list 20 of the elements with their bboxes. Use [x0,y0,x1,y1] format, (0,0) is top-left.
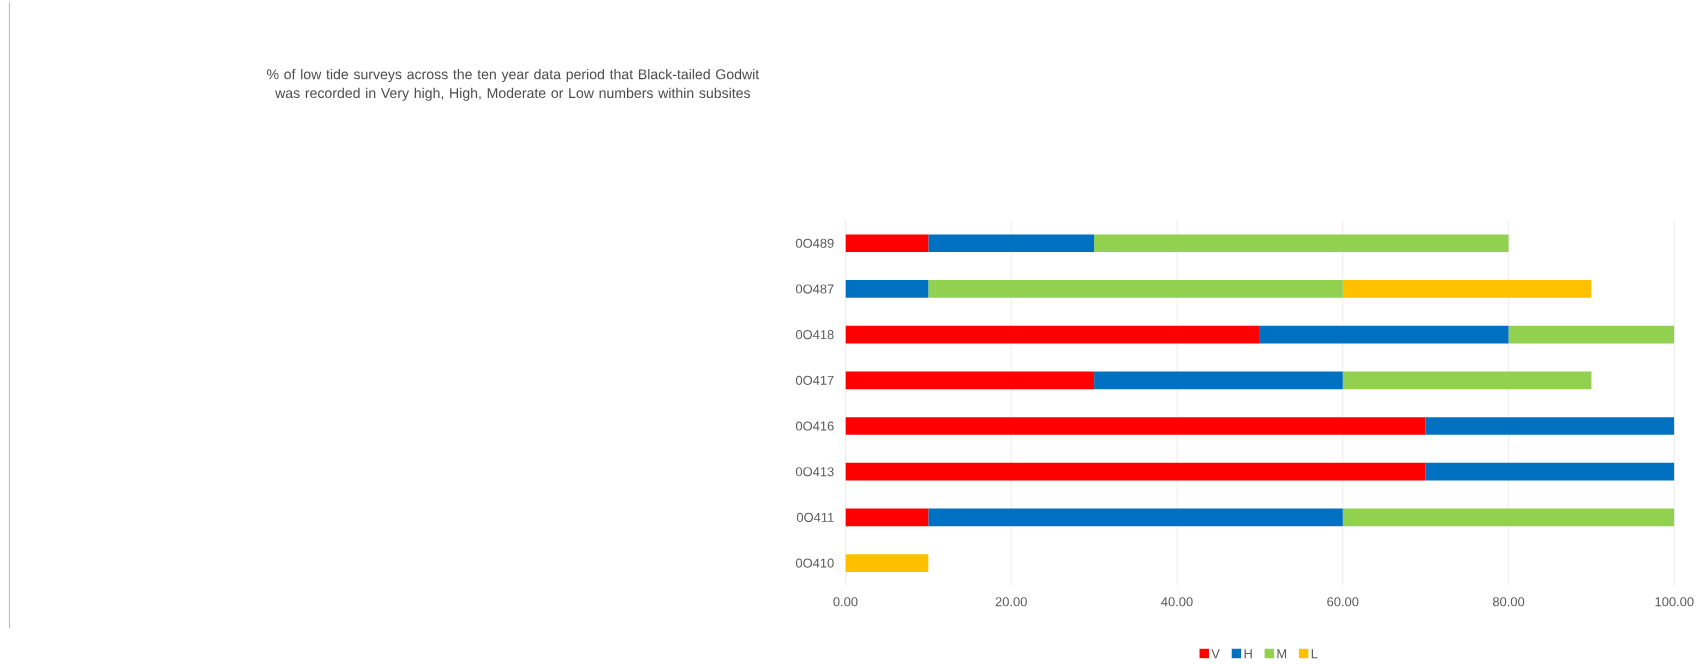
bar [1425,416,1675,435]
bar [1259,325,1509,344]
bar [845,462,1426,481]
bar [845,325,1260,344]
bar [1342,371,1592,389]
bar [845,416,1426,435]
bar [845,279,929,298]
bar [1094,234,1509,252]
bar [1342,279,1592,298]
bar [928,279,1343,298]
bar [845,234,929,252]
bar [1342,508,1675,526]
bar [845,371,1095,389]
bar [928,508,1343,526]
bar [928,234,1095,252]
bar [1425,462,1675,481]
bar [845,508,929,526]
bar [845,553,929,572]
bar [1508,325,1675,344]
bar [1094,371,1343,389]
